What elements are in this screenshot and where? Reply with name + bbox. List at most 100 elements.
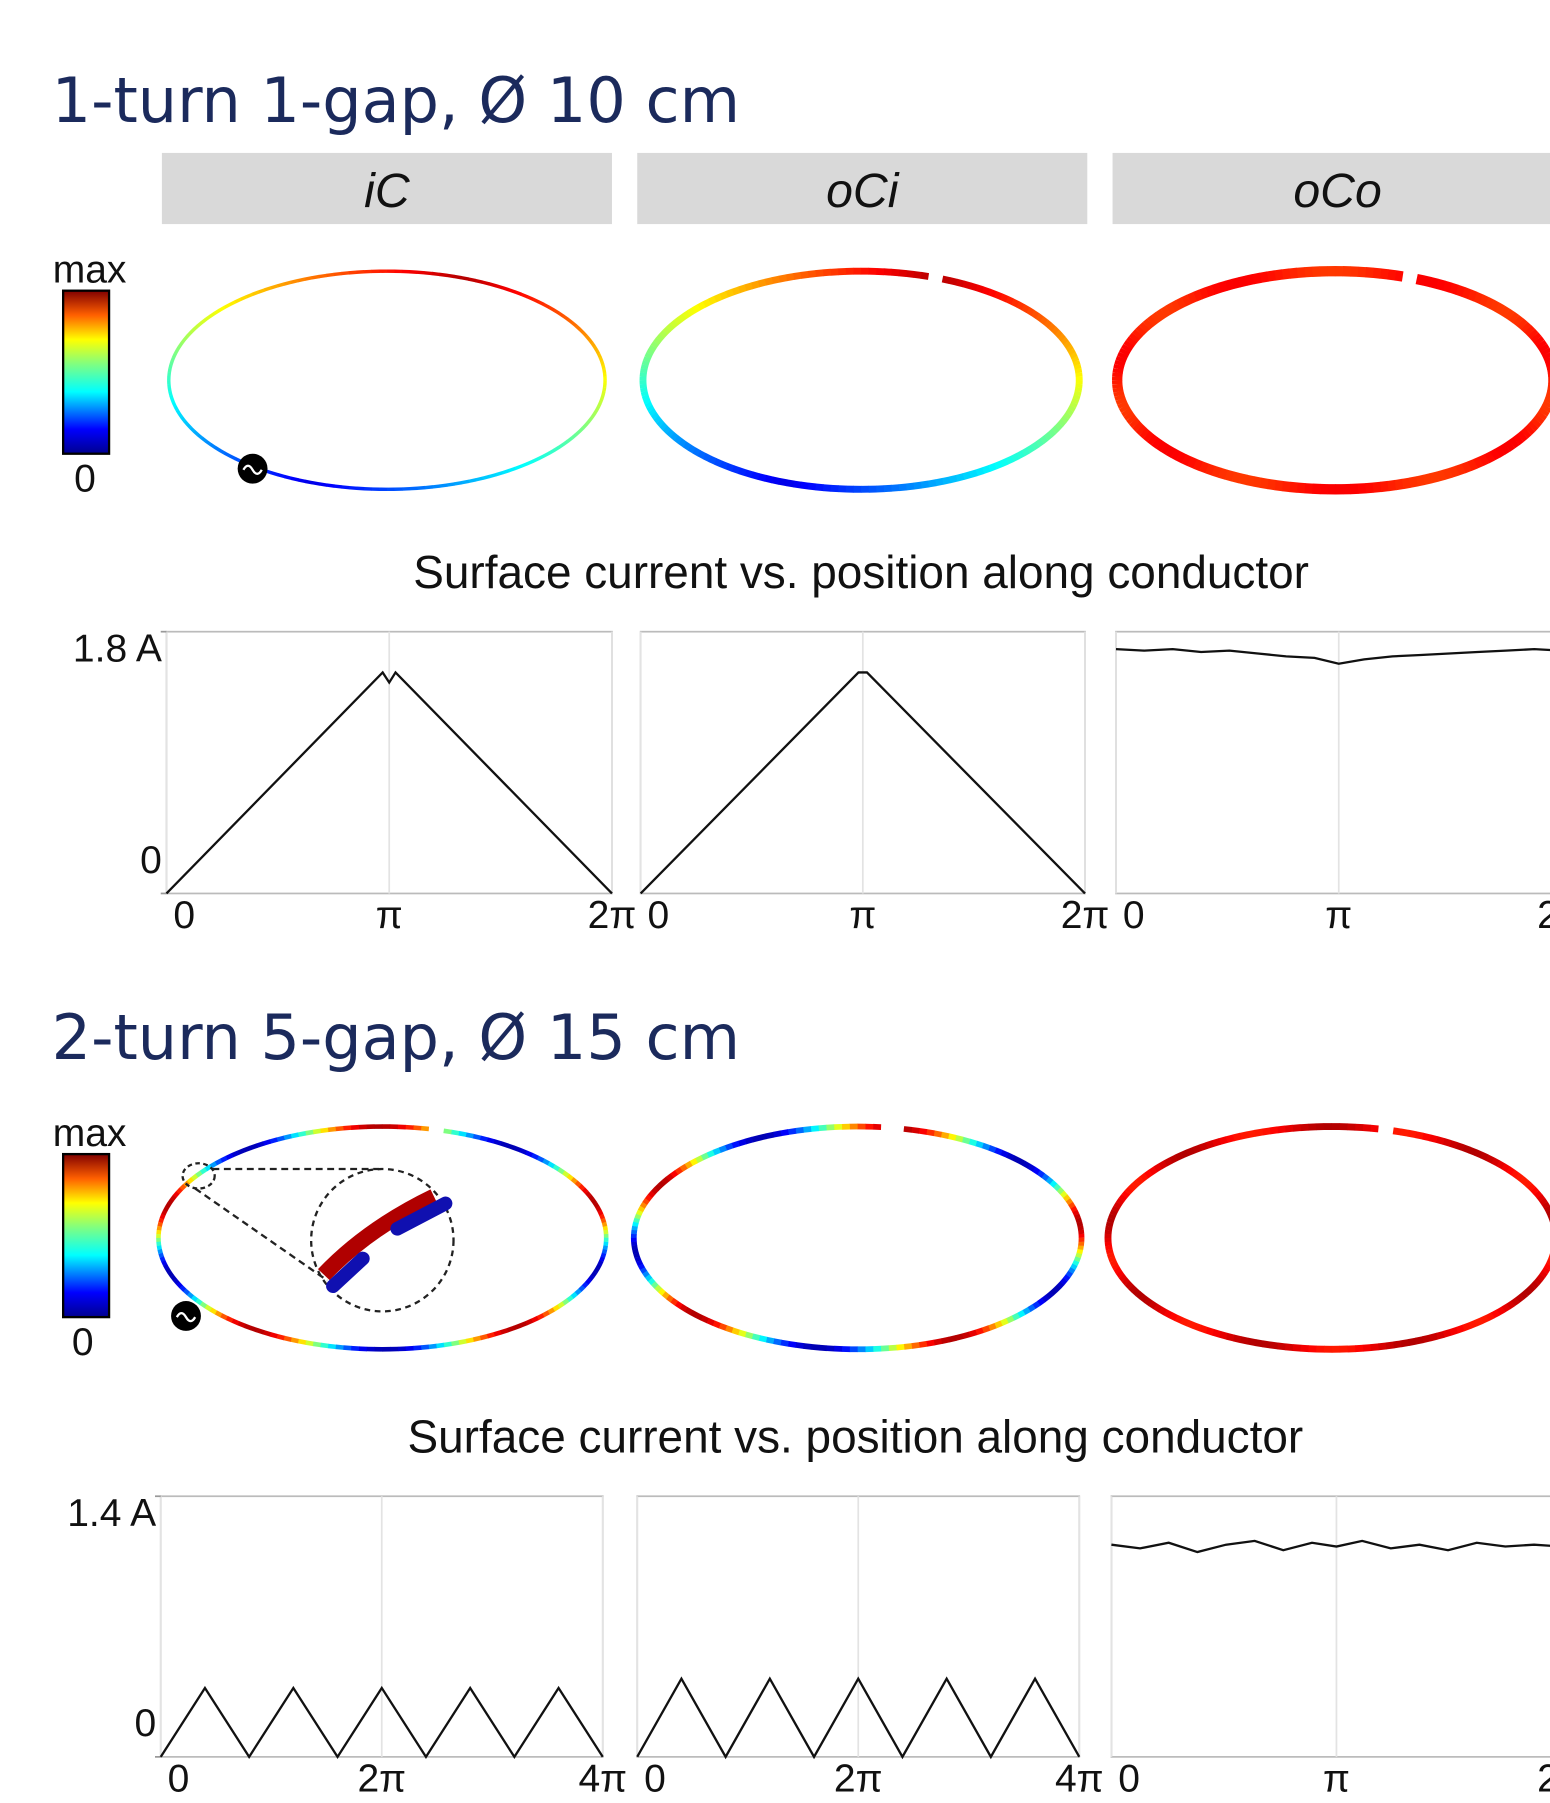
ring-segment: [656, 333, 665, 342]
ring-segment: [277, 473, 286, 479]
ring-segment: [1115, 355, 1127, 364]
x-tick-label: 0: [644, 1757, 666, 1800]
ring-segment: [432, 484, 441, 489]
ring-segment: [1461, 1144, 1471, 1154]
ring-segment: [1467, 289, 1478, 302]
ring-segment: [276, 1135, 285, 1142]
ring-segment: [687, 307, 696, 317]
ring-segment: [1218, 1331, 1229, 1340]
ring-segment: [1292, 1124, 1301, 1132]
ring-segment: [1429, 277, 1439, 289]
ring-segment: [654, 1284, 663, 1293]
ring-segment: [1054, 422, 1064, 431]
ring-segment: [988, 1322, 997, 1331]
section-title: 1-turn 1-gap, Ø 10 cm: [52, 64, 740, 137]
ring-segment: [926, 1339, 936, 1347]
ring-segment: [587, 416, 594, 423]
ring-segment: [1533, 1190, 1543, 1199]
ring-segment: [574, 430, 581, 437]
ring-segment: [1508, 311, 1520, 324]
ring-segment: [1056, 1281, 1065, 1289]
ring-segment: [702, 298, 712, 308]
column-header: iC: [364, 164, 411, 218]
ring-segment: [640, 390, 649, 397]
ring-segment: [220, 1313, 229, 1321]
ring-segment: [1372, 267, 1382, 279]
ring-segment: [1118, 1273, 1128, 1282]
header-box: [1112, 152, 1550, 225]
ring-segment: [493, 1330, 502, 1337]
ring-segment: [474, 278, 483, 284]
ring-segment: [588, 1274, 595, 1282]
ring-segment: [1199, 461, 1210, 474]
ring-segment: [1254, 1128, 1264, 1137]
ring-segment: [1053, 1284, 1062, 1293]
ring-segment: [1520, 427, 1532, 439]
ring-segment: [670, 1170, 679, 1179]
ring-segment: [955, 473, 965, 482]
ring-segment: [1199, 1324, 1209, 1334]
ring-segment: [955, 278, 965, 288]
ring-segment: [304, 276, 313, 281]
ring-segment: [542, 302, 550, 309]
ring-segment: [712, 1147, 721, 1156]
ring-segment: [785, 479, 795, 488]
ring-segment: [1387, 269, 1397, 281]
ring-segment: [1520, 321, 1532, 333]
ring-segment: [822, 484, 832, 492]
ring-segment: [1174, 1152, 1184, 1162]
ring-segment: [1170, 299, 1181, 312]
ring-segment: [1006, 1315, 1015, 1324]
ring-segment: [439, 272, 448, 278]
ring-segment: [495, 470, 504, 477]
ring-segment: [981, 1325, 991, 1333]
ring-segment: [209, 311, 216, 318]
ring-segment: [536, 1155, 545, 1163]
ring-segment: [595, 1263, 602, 1270]
ring-segment: [1073, 364, 1082, 370]
ring-segment: [744, 1136, 754, 1145]
ring-segment: [205, 439, 212, 446]
ring-segment: [446, 482, 455, 487]
ring-segment: [975, 284, 985, 294]
ring-segment: [1077, 1225, 1084, 1231]
ring-segment: [1053, 1183, 1061, 1192]
ring-segment: [520, 292, 528, 299]
ring-segment: [1231, 277, 1241, 290]
ring-segment: [898, 269, 907, 277]
ring-segment: [1139, 321, 1150, 334]
ring-segment: [214, 1310, 223, 1318]
ring-segment: [651, 1281, 659, 1289]
ring-segment: [880, 1345, 890, 1352]
data-line: [165, 670, 613, 895]
ring-segment: [1448, 282, 1459, 295]
ring-segment: [1400, 1339, 1410, 1348]
ring-segment: [1113, 390, 1125, 397]
ring-segment: [981, 1142, 991, 1151]
ring-segment: [648, 408, 657, 416]
ring-segment: [689, 1158, 698, 1167]
ring-segment: [1049, 1179, 1058, 1188]
ring-segment: [800, 481, 810, 490]
ring-segment: [1174, 1314, 1184, 1324]
ring-segment: [519, 1147, 528, 1155]
ring-segment: [1068, 1266, 1076, 1274]
ring-segment: [940, 1336, 950, 1344]
ring-segment: [1108, 1255, 1117, 1263]
ring-segment: [204, 1304, 213, 1312]
ring-segment: [167, 387, 172, 393]
ring-segment: [1429, 1332, 1439, 1342]
ring-segment: [531, 297, 540, 304]
ring-segment: [1155, 440, 1167, 452]
ring-segment: [161, 1260, 168, 1267]
ring-segment: [778, 477, 788, 487]
ring-segment: [918, 1340, 928, 1348]
ring-segment: [562, 439, 569, 446]
ring-segment: [506, 1143, 515, 1150]
ring-segment: [1030, 310, 1040, 320]
ring-segment: [1247, 1337, 1257, 1347]
ring-segment: [578, 426, 585, 433]
ring-segment: [1132, 421, 1144, 432]
ring-segment: [180, 416, 187, 423]
ring-segment: [581, 1187, 589, 1195]
